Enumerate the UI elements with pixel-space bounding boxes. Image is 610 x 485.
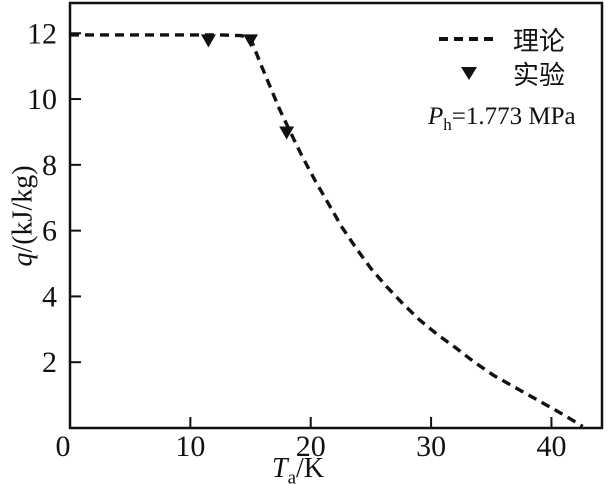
legend-entry-theory: 理论 (437, 22, 565, 56)
pressure-symbol: P (428, 103, 444, 130)
plot-border (68, 1, 604, 430)
x-tick-label: 30 (416, 430, 446, 463)
x-axis-label: Ta/K (0, 453, 596, 485)
pressure-value: =1.773 MPa (451, 103, 576, 130)
experiment-marker (243, 34, 259, 48)
x-axis-subscript: a (287, 467, 297, 485)
x-tick-label: 20 (296, 430, 326, 463)
y-axis-symbol: q (8, 252, 40, 267)
y-tick-label: 4 (42, 280, 57, 313)
x-tick-label: 10 (175, 430, 205, 463)
legend-label-experiment: 实验 (513, 60, 566, 90)
legend: 理论 实验 (437, 22, 565, 90)
legend-entry-experiment: 实验 (437, 56, 565, 90)
y-tick-label: 10 (27, 83, 57, 116)
y-axis-label: q/(kJ/kg) (8, 165, 40, 266)
experiment-marker (279, 126, 295, 140)
pressure-subscript: h (443, 115, 452, 134)
y-tick-label: 6 (42, 215, 57, 248)
x-tick-label: 0 (56, 430, 71, 463)
triangle-down-icon (461, 66, 477, 80)
y-tick-label: 12 (27, 17, 57, 50)
legend-label-theory: 理论 (513, 26, 566, 56)
x-tick-label: 40 (536, 430, 566, 463)
pressure-annotation: Ph=1.773 MPa (428, 103, 576, 135)
x-axis-units: /K (296, 453, 325, 484)
experiment-marker (200, 34, 216, 48)
x-axis-symbol: T (271, 453, 288, 484)
legend-sample-theory (437, 37, 501, 41)
dashed-line-icon (439, 37, 499, 41)
legend-sample-experiment (437, 66, 501, 80)
theory-curve (70, 33, 584, 428)
y-tick-label: 8 (42, 149, 57, 182)
y-axis-units: /(kJ/kg) (8, 165, 40, 253)
y-axis-label-wrap: q/(kJ/kg) (0, 0, 48, 432)
y-tick-label: 2 (42, 346, 57, 379)
